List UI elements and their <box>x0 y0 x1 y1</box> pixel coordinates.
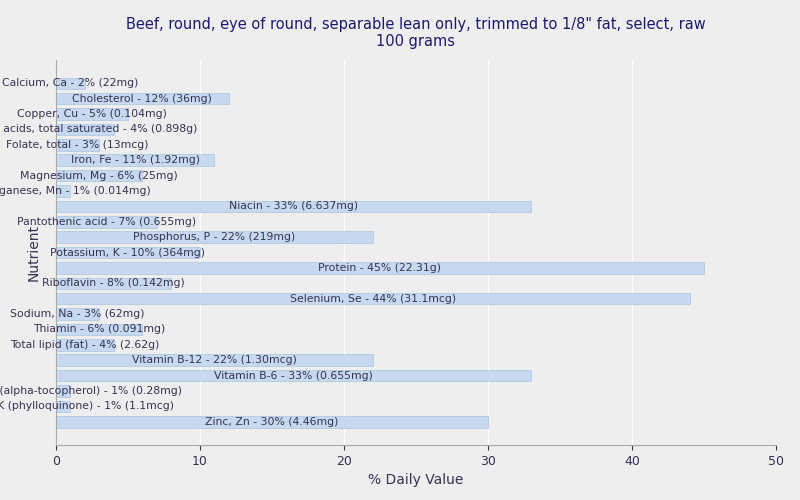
Text: Folate, total - 3% (13mcg): Folate, total - 3% (13mcg) <box>6 140 149 150</box>
Text: Manganese, Mn - 1% (0.014mg): Manganese, Mn - 1% (0.014mg) <box>0 186 150 196</box>
Y-axis label: Nutrient: Nutrient <box>26 224 41 281</box>
Text: Copper, Cu - 5% (0.104mg): Copper, Cu - 5% (0.104mg) <box>17 109 167 119</box>
Text: Zinc, Zn - 30% (4.46mg): Zinc, Zn - 30% (4.46mg) <box>206 416 338 426</box>
Title: Beef, round, eye of round, separable lean only, trimmed to 1/8" fat, select, raw: Beef, round, eye of round, separable lea… <box>126 16 706 49</box>
Text: Riboflavin - 8% (0.142mg): Riboflavin - 8% (0.142mg) <box>42 278 185 288</box>
Bar <box>56 262 704 274</box>
Text: Protein - 45% (22.31g): Protein - 45% (22.31g) <box>318 263 442 273</box>
Bar <box>56 308 99 320</box>
Bar <box>56 385 70 396</box>
Text: Potassium, K - 10% (364mg): Potassium, K - 10% (364mg) <box>50 248 206 258</box>
Text: Calcium, Ca - 2% (22mg): Calcium, Ca - 2% (22mg) <box>2 78 138 88</box>
Text: Vitamin K (phylloquinone) - 1% (1.1mcg): Vitamin K (phylloquinone) - 1% (1.1mcg) <box>0 402 174 411</box>
Text: Pantothenic acid - 7% (0.655mg): Pantothenic acid - 7% (0.655mg) <box>17 216 196 226</box>
Text: Total lipid (fat) - 4% (2.62g): Total lipid (fat) - 4% (2.62g) <box>10 340 159 350</box>
Text: Thiamin - 6% (0.091mg): Thiamin - 6% (0.091mg) <box>33 324 166 334</box>
Bar <box>56 93 229 104</box>
Bar <box>56 278 171 289</box>
Text: Vitamin B-12 - 22% (1.30mcg): Vitamin B-12 - 22% (1.30mcg) <box>132 355 297 365</box>
Text: Vitamin E (alpha-tocopherol) - 1% (0.28mg): Vitamin E (alpha-tocopherol) - 1% (0.28m… <box>0 386 182 396</box>
Text: Iron, Fe - 11% (1.92mg): Iron, Fe - 11% (1.92mg) <box>70 155 200 165</box>
Bar <box>56 370 531 382</box>
Bar <box>56 78 85 89</box>
Text: Cholesterol - 12% (36mg): Cholesterol - 12% (36mg) <box>73 94 212 104</box>
Bar <box>56 339 114 350</box>
Bar <box>56 246 200 258</box>
Text: Selenium, Se - 44% (31.1mcg): Selenium, Se - 44% (31.1mcg) <box>290 294 456 304</box>
Bar <box>56 416 488 428</box>
X-axis label: % Daily Value: % Daily Value <box>368 474 464 488</box>
Text: Fatty acids, total saturated - 4% (0.898g): Fatty acids, total saturated - 4% (0.898… <box>0 124 197 134</box>
Bar <box>56 170 142 181</box>
Bar <box>56 354 373 366</box>
Bar <box>56 293 690 304</box>
Bar <box>56 324 142 335</box>
Bar <box>56 216 157 228</box>
Text: Vitamin B-6 - 33% (0.655mg): Vitamin B-6 - 33% (0.655mg) <box>214 370 373 380</box>
Text: Niacin - 33% (6.637mg): Niacin - 33% (6.637mg) <box>229 202 358 211</box>
Bar <box>56 400 70 412</box>
Text: Sodium, Na - 3% (62mg): Sodium, Na - 3% (62mg) <box>10 309 145 319</box>
Bar <box>56 139 99 150</box>
Text: Magnesium, Mg - 6% (25mg): Magnesium, Mg - 6% (25mg) <box>20 170 178 180</box>
Text: Phosphorus, P - 22% (219mg): Phosphorus, P - 22% (219mg) <box>134 232 295 242</box>
Bar <box>56 124 114 135</box>
Bar <box>56 154 214 166</box>
Bar <box>56 200 531 212</box>
Bar <box>56 108 128 120</box>
Bar <box>56 185 70 196</box>
Bar <box>56 232 373 243</box>
